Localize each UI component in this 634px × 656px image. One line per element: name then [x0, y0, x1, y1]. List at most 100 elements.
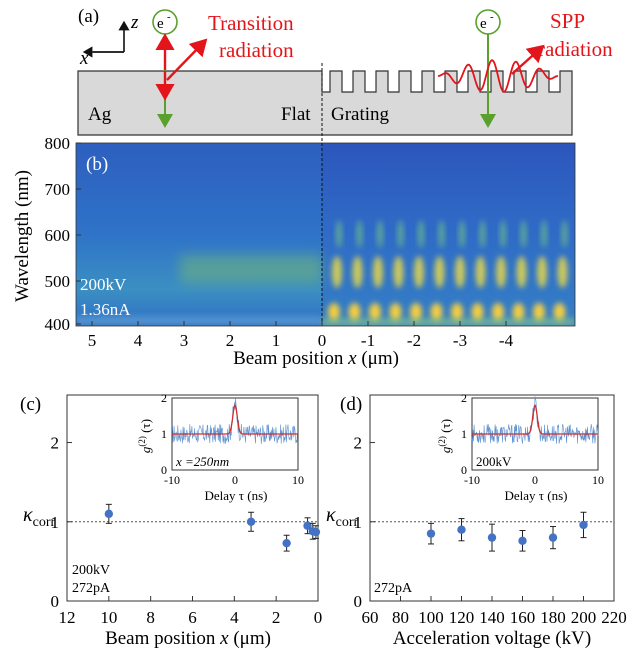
inset-c-annot: x =250nm: [175, 454, 229, 469]
inset-d-ylabel: g(2) (τ): [437, 419, 453, 453]
emission-lobe-mid: [557, 256, 568, 288]
panel-b-voltage: 200kV: [80, 275, 127, 294]
panel-d-data-point: [518, 536, 527, 545]
electron-charge-left: -: [167, 11, 171, 23]
panel-d-ytick-label: 2: [354, 434, 363, 453]
panel-c-ytick-label: 1: [51, 513, 60, 532]
transition-diagonal-arrow: [166, 38, 208, 81]
silver-substrate: [77, 70, 573, 136]
inset-d-xtick-label: -10: [464, 473, 480, 487]
panel-b-ytick-label: 500: [45, 272, 71, 291]
panel-b-xtick-label: -1: [361, 331, 375, 350]
panel-c-xlabel: Beam position x (μm): [105, 628, 271, 649]
panel-c-xtick-label: 4: [230, 608, 239, 627]
panel-d-ylabel: κcorr: [326, 504, 358, 530]
emission-lobe-high: [561, 220, 568, 248]
panel-d-label: (d): [340, 394, 362, 415]
panel-b: (b) 200kV 1.36nA 800 700 600 500 400 5 4 3 2 1 0 -…: [12, 134, 576, 369]
grating-emission-lobes: [322, 220, 575, 326]
panel-c-ylabel: κcorr: [23, 504, 55, 530]
electron-charge-right: -: [490, 11, 494, 23]
panel-b-xtick-label: -2: [407, 331, 421, 350]
spp-arrow: [511, 44, 545, 75]
panel-c-data-point: [303, 521, 312, 530]
emission-lobe-high: [438, 220, 445, 248]
panel-c-xtick-label: 6: [188, 608, 197, 627]
inset-c-xlabel: Delay τ (ns): [205, 488, 268, 503]
flat-label: Flat: [281, 104, 311, 125]
spp-wave: [437, 59, 559, 93]
panel-d-data-point: [426, 529, 436, 538]
panel-d-data-point: [487, 533, 497, 542]
panel-b-ytick-label: 400: [45, 315, 71, 334]
inset-d-trace: [471, 396, 599, 444]
panel-d-ytick-label: 1: [354, 513, 363, 532]
panel-c-ytick-label: 2: [51, 434, 60, 453]
emission-lobe-high: [541, 220, 547, 248]
emission-lobe-mid: [496, 256, 506, 288]
emission-lobe-mid: [414, 256, 424, 288]
panel-b-xtick-label: -4: [499, 331, 514, 350]
inset-d-ytick-label: 1: [461, 427, 467, 441]
inset-d-xtick-label: 10: [592, 473, 604, 487]
panel-d-current: 272pA: [374, 581, 413, 596]
panel-d-xlabel: Acceleration voltage (kV): [393, 628, 591, 649]
panel-b-xtick-label: 3: [180, 331, 189, 350]
spectrum-flat-region: [76, 143, 322, 326]
panel-c-xtick-label: 0: [314, 608, 323, 627]
emission-lobe-mid: [352, 256, 363, 288]
spp-label-1: SPP: [550, 9, 585, 33]
panel-c-xtick-label: 2: [272, 608, 281, 627]
emission-lobe-high: [479, 220, 486, 248]
panel-d-xtick-label: 100: [418, 608, 444, 627]
inset-c-fit-curve: [172, 403, 298, 435]
panel-b-label: (b): [86, 154, 108, 175]
panel-d-xtick-label: 80: [392, 608, 409, 627]
emission-lobe-low: [533, 303, 545, 321]
emission-lobe-high: [459, 220, 465, 248]
inset-c-noise-trace: [171, 398, 299, 444]
emission-lobe-low: [451, 303, 463, 321]
grating-label: Grating: [331, 104, 390, 125]
panel-d-xtick-label: 120: [449, 608, 475, 627]
inset-d-ytick-label: 2: [461, 391, 467, 405]
electron-label-left: e: [157, 16, 164, 32]
emission-lobe-low: [430, 303, 443, 321]
panel-c-label: (c): [20, 394, 41, 415]
emission-lobe-low: [512, 303, 525, 321]
panel-d-data-point: [579, 520, 588, 530]
inset-d-fit-curve: [472, 403, 598, 435]
inset-c-xtick-label: 0: [232, 473, 238, 487]
emission-lobe-mid: [332, 256, 342, 288]
emission-lobe-high: [377, 220, 383, 248]
axis-z-label: z: [130, 12, 139, 33]
transition-label-2: radiation: [219, 38, 294, 62]
emission-lobe-mid: [373, 256, 383, 288]
inset-d-noise-trace: [471, 396, 599, 444]
panel-d-xtick-label: 200: [571, 608, 597, 627]
emission-lobe-low: [553, 303, 566, 321]
material-label: Ag: [88, 104, 112, 125]
panel-b-xlabel: Beam position x (μm): [233, 348, 399, 369]
transition-label-1: Transition: [208, 11, 294, 35]
emission-lobe-mid: [455, 256, 465, 288]
panel-b-xtick-label: 4: [134, 331, 143, 350]
inset-c-ytick-label: 1: [161, 427, 167, 441]
panel-b-xticks: 5 4 3 2 1 0 -1 -2 -3 -4: [88, 321, 514, 350]
grating-bottom-band: [322, 318, 575, 326]
electron-label-right: e: [480, 16, 487, 32]
spp-label-2: radiation: [538, 37, 613, 61]
panel-b-xtick-label: 1: [272, 331, 281, 350]
emission-lobe-low: [348, 303, 361, 321]
inset-d-xlabel: Delay τ (ns): [505, 488, 568, 503]
flat-faint-band: [180, 255, 322, 283]
emission-lobe-low: [369, 303, 381, 321]
inset-d-xtick-label: 0: [532, 473, 538, 487]
panel-d-xtick-label: 160: [510, 608, 536, 627]
